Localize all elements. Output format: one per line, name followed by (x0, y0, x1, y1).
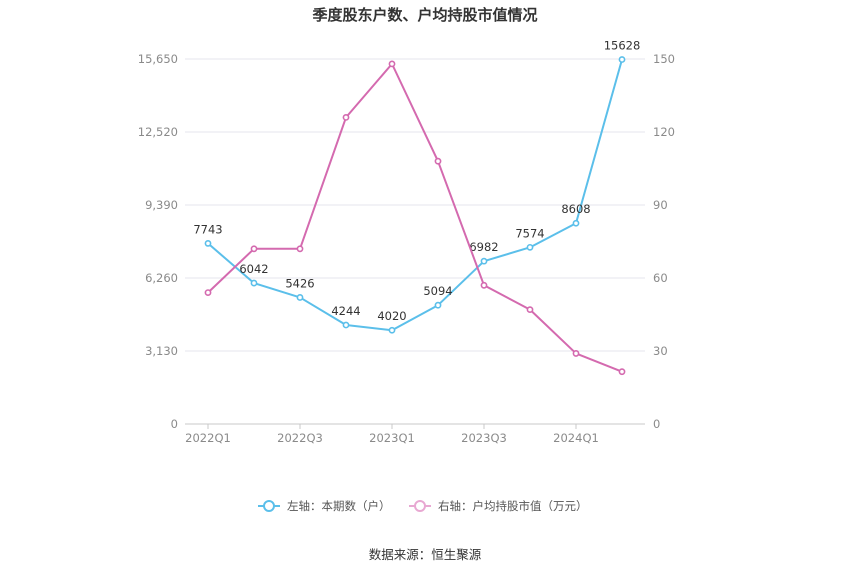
data-label: 7743 (193, 222, 222, 236)
y-right-tick-label: 60 (653, 271, 668, 285)
legend-item-0[interactable]: 左轴：本期数（户） (258, 499, 391, 513)
x-tick-label: 2022Q1 (185, 431, 231, 445)
legend-swatch-marker (414, 500, 426, 512)
data-point[interactable] (388, 326, 396, 334)
y-left-tick-label: 15,650 (138, 52, 178, 66)
data-point[interactable] (342, 114, 350, 121)
data-label: 8608 (561, 202, 590, 216)
data-point[interactable] (204, 289, 212, 296)
data-point[interactable] (204, 240, 212, 247)
y-left-tick-label: 12,520 (138, 125, 178, 139)
y-right-tick-label: 150 (653, 52, 675, 66)
data-point[interactable] (434, 157, 442, 165)
data-point[interactable] (480, 281, 488, 289)
series-line-0 (207, 59, 623, 332)
data-point[interactable] (434, 301, 442, 309)
data-point[interactable] (296, 245, 304, 253)
axes: 0 0 3,130 30 6,260 60 9,390 90 12,520 120 15,650 15… (138, 52, 675, 445)
y-right-tick-label: 0 (653, 417, 660, 431)
data-point[interactable] (250, 245, 258, 253)
legend-swatch-marker (263, 500, 275, 512)
data-point[interactable] (250, 279, 258, 287)
legend-label: 左轴：本期数（户） (287, 499, 391, 513)
data-label: 4244 (331, 304, 360, 318)
data-point[interactable] (388, 60, 396, 68)
data-point[interactable] (618, 56, 626, 63)
legend[interactable]: 左轴：本期数（户） 右轴：户均持股市值（万元） (258, 499, 588, 513)
series-line-1 (207, 62, 623, 373)
y-left-tick-label: 3,130 (145, 344, 178, 358)
data-point[interactable] (572, 350, 580, 357)
data-point[interactable] (526, 243, 534, 251)
data-label: 5094 (423, 284, 452, 298)
y-right-tick-label: 30 (653, 344, 668, 358)
data-label: 6982 (469, 240, 498, 254)
x-tick-label: 2024Q1 (553, 431, 599, 445)
legend-item-1[interactable]: 右轴：户均持股市值（万元） (409, 499, 588, 513)
y-left-tick-label: 9,390 (145, 198, 178, 212)
y-left-tick-label: 0 (171, 417, 178, 431)
data-point[interactable] (296, 294, 304, 301)
data-label: 6042 (239, 262, 268, 276)
data-label: 15628 (604, 39, 641, 53)
data-point[interactable] (342, 321, 350, 329)
grid (185, 58, 645, 352)
data-label: 5426 (285, 276, 314, 290)
data-point[interactable] (480, 257, 488, 265)
data-label: 7574 (515, 226, 544, 240)
x-tick-label: 2022Q3 (277, 431, 323, 445)
x-tick-label: 2023Q1 (369, 431, 415, 445)
data-point[interactable] (618, 368, 626, 376)
legend-label: 右轴：户均持股市值（万元） (438, 499, 588, 513)
y-right-tick-label: 120 (653, 125, 675, 139)
source-note: 数据来源：恒生聚源 (369, 547, 482, 562)
data-point[interactable] (526, 306, 534, 314)
chart-title: 季度股东户数、户均持股市值情况 (312, 6, 537, 24)
x-tick-label: 2023Q3 (461, 431, 507, 445)
data-label: 4020 (377, 309, 406, 323)
data-point[interactable] (572, 219, 580, 227)
y-right-tick-label: 90 (653, 198, 668, 212)
series-layer: 7743 6042 5426 4244 4020 5094 6982 7574 8608 1562… (193, 39, 641, 376)
y-left-tick-label: 6,260 (145, 271, 178, 285)
